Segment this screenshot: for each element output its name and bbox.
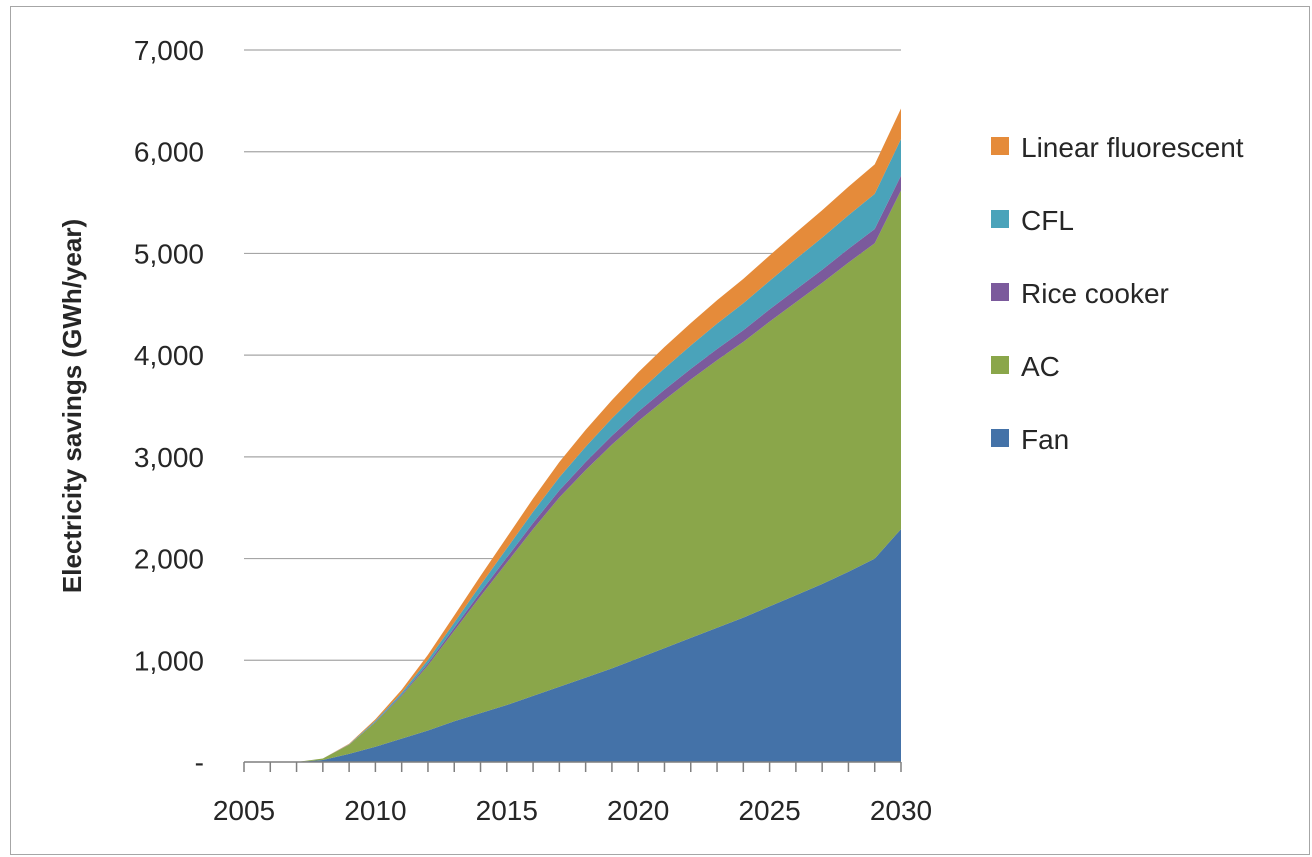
x-tick-label: 2015 xyxy=(476,795,538,826)
y-tick-label: - xyxy=(195,747,204,778)
y-axis-tick-labels: - 1,000 2,000 3,000 4,000 5,000 6,000 7,000 xyxy=(134,35,204,778)
y-tick-label: 7,000 xyxy=(134,35,204,66)
y-tick-label: 4,000 xyxy=(134,340,204,371)
x-tick-label: 2005 xyxy=(213,795,275,826)
y-tick-label: 5,000 xyxy=(134,238,204,269)
x-axis-tick-labels: 2005 2010 2015 2020 2025 2030 xyxy=(213,795,932,826)
area-fan xyxy=(244,529,901,762)
x-tick-label: 2020 xyxy=(607,795,669,826)
x-tick-label: 2030 xyxy=(870,795,932,826)
y-tick-label: 2,000 xyxy=(134,544,204,575)
legend-label: Rice cooker xyxy=(1021,278,1169,309)
x-tick-label: 2010 xyxy=(344,795,406,826)
area-series xyxy=(244,108,901,763)
legend-label: Fan xyxy=(1021,424,1069,455)
legend-swatch xyxy=(991,283,1009,301)
x-axis xyxy=(243,761,902,772)
x-tick-label: 2025 xyxy=(738,795,800,826)
area-ac xyxy=(244,190,901,762)
y-tick-label: 6,000 xyxy=(134,137,204,168)
legend-label: AC xyxy=(1021,351,1060,382)
legend-swatch xyxy=(991,210,1009,228)
legend-label: Linear fluorescent xyxy=(1021,132,1244,163)
legend-swatch xyxy=(991,137,1009,155)
legend-label: CFL xyxy=(1021,205,1074,236)
y-tick-label: 3,000 xyxy=(134,442,204,473)
y-tick-label: 1,000 xyxy=(134,645,204,676)
legend-swatch xyxy=(991,429,1009,447)
y-axis-title: Electricity savings (GWh/year) xyxy=(57,219,87,593)
legend: Linear fluorescent CFL Rice cooker AC Fan xyxy=(991,132,1244,455)
legend-swatch xyxy=(991,356,1009,374)
chart-frame: - 1,000 2,000 3,000 4,000 5,000 6,000 7,000 200… xyxy=(10,6,1310,855)
stacked-area-chart: - 1,000 2,000 3,000 4,000 5,000 6,000 7,000 200… xyxy=(57,35,1244,826)
